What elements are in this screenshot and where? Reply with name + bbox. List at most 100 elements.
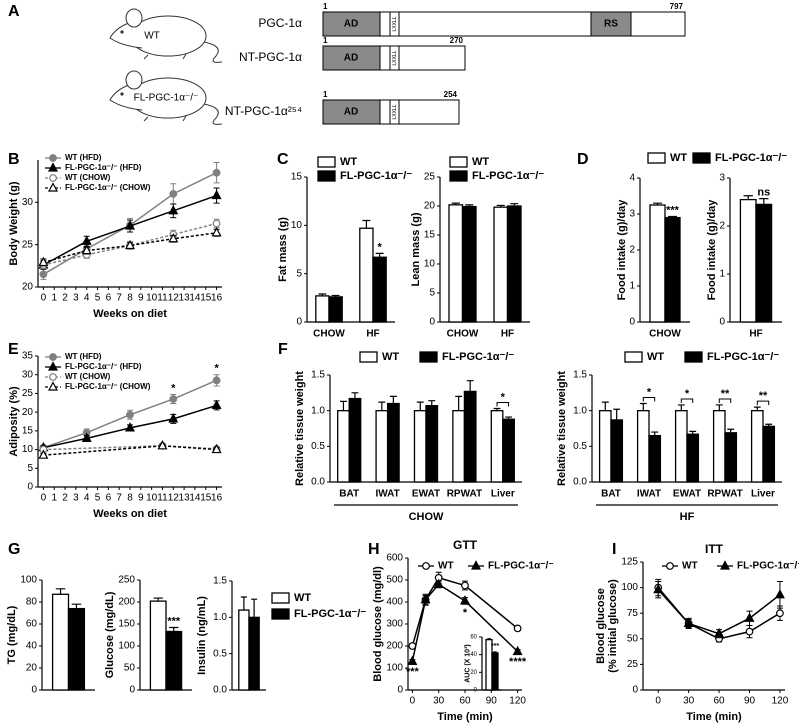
legend-marker	[48, 361, 58, 371]
x-tick-label: 9	[138, 493, 144, 504]
bar	[238, 609, 250, 691]
marker	[683, 617, 694, 628]
error-bar	[362, 219, 371, 229]
x-tick-label: 7	[116, 493, 122, 504]
x-tick-label: 0	[41, 493, 47, 504]
y-axis-label: Insulin (ng/mL)	[196, 596, 208, 675]
y-tick-label: 600	[386, 553, 403, 564]
y-axis-label: AUC (X 10³)	[464, 644, 471, 683]
x-tick-label: BAT	[601, 489, 621, 500]
bar	[502, 418, 515, 483]
error-bar	[389, 395, 397, 404]
group-label: CHOW	[409, 511, 444, 523]
bar	[413, 410, 427, 483]
legend-swatch	[647, 152, 666, 164]
bar	[750, 410, 764, 483]
x-tick-label: RPWAT	[707, 489, 742, 500]
x-tick-label: 30	[433, 696, 445, 707]
legend-marker	[720, 560, 730, 570]
y-tick-label: 0	[129, 685, 135, 696]
domain-ad	[322, 99, 381, 125]
significance-bracket	[718, 398, 732, 403]
x-axis-label: Time (min)	[437, 711, 493, 723]
y-tick-label: 1.0	[573, 405, 587, 416]
y-tick-label: 100	[20, 575, 37, 586]
y-tick-label: 400	[386, 597, 403, 608]
legend-swatch	[271, 608, 290, 620]
x-tick-label: 7	[116, 293, 122, 304]
residue-start: 1	[323, 36, 328, 45]
y-axis-label: Body Weight (g)	[8, 181, 20, 265]
protein-name: PGC-1α	[258, 16, 302, 30]
bar	[448, 204, 464, 323]
residue-end: 797	[670, 2, 684, 11]
bar	[337, 410, 350, 483]
marker	[125, 220, 135, 230]
legend-label: FL-PGC-1α⁻/⁻ (HFD)	[65, 362, 142, 371]
y-tick-label: 15	[291, 172, 303, 183]
x-tick-label: EWAT	[412, 489, 440, 500]
bar	[648, 434, 662, 483]
protein-name: NT-PGC-1α	[239, 50, 302, 64]
marker	[407, 655, 418, 666]
y-axis-label: (% initial glucose)	[607, 579, 619, 673]
bar	[664, 216, 681, 323]
significance-label: ****	[509, 656, 527, 668]
y-tick-label: 20	[470, 670, 477, 676]
y-tick-label: 100	[118, 641, 135, 652]
y-tick-label: 4	[629, 173, 635, 184]
legend-label: WT	[647, 351, 664, 363]
domain-label: AD	[344, 53, 358, 64]
x-tick-label: RPWAT	[447, 489, 482, 500]
chart-title: ITT	[705, 542, 724, 556]
legend-marker	[48, 182, 58, 192]
series-line	[43, 232, 217, 264]
x-tick-label: 30	[683, 696, 695, 707]
x-tick-label: 3	[73, 493, 79, 504]
marker	[211, 399, 222, 410]
y-tick-label: 15	[22, 425, 34, 436]
y-tick-label: 300	[386, 619, 403, 630]
bar	[375, 410, 389, 483]
y-tick-label: 10	[22, 444, 34, 455]
y-tick-label: 50	[124, 663, 136, 674]
error-bar	[339, 400, 347, 411]
legend-marker	[49, 154, 57, 162]
significance-label: *	[214, 363, 219, 375]
significance-label: *	[685, 388, 690, 400]
legend-marker	[48, 381, 58, 391]
panel-letter: C	[277, 151, 289, 168]
legend-label: WT	[438, 561, 454, 572]
y-tick-label: 40	[26, 641, 38, 652]
x-tick-label: 8	[127, 293, 133, 304]
marker	[433, 578, 444, 589]
x-tick-label: 90	[486, 696, 498, 707]
marker	[420, 594, 431, 604]
x-tick-label: 120	[509, 696, 526, 707]
x-tick-label: 8	[127, 493, 133, 504]
mouse-ear	[125, 8, 143, 28]
domain-label: AD	[344, 19, 358, 30]
domain-label: RS	[604, 19, 618, 30]
panel-letter: A	[8, 3, 20, 20]
x-tick-label: 2	[62, 293, 68, 304]
significance-label: ***	[406, 666, 420, 678]
error-bar	[677, 404, 685, 411]
domain-label: AD	[344, 107, 358, 118]
marker	[81, 235, 92, 245]
bar	[452, 410, 466, 483]
residue-start: 1	[323, 2, 328, 11]
legend-label: FL-PGC-1α⁻/⁻	[737, 561, 799, 572]
error-bar	[455, 395, 463, 411]
bar	[248, 616, 260, 691]
bar	[165, 630, 183, 691]
x-tick-label: 14	[189, 293, 201, 304]
y-tick-label: 50	[627, 633, 639, 644]
bar	[386, 402, 400, 483]
significance-bracket	[756, 400, 770, 406]
x-tick-label: 14	[189, 493, 201, 504]
marker	[513, 624, 522, 633]
marker	[212, 376, 221, 385]
mouse-feet	[143, 53, 187, 60]
bar	[649, 204, 666, 323]
